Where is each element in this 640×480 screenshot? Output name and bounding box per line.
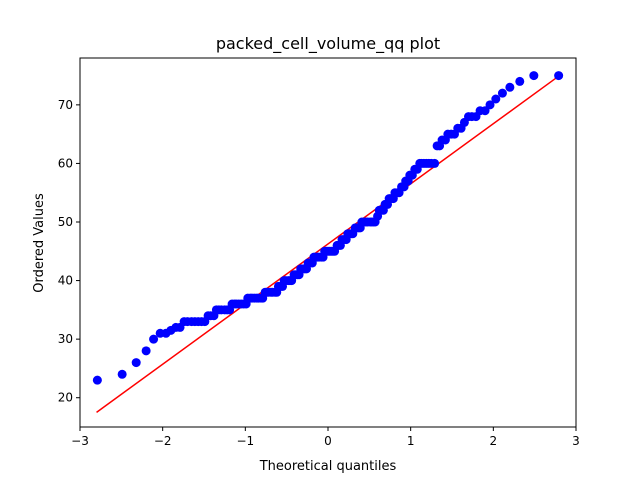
data-point: [497, 88, 507, 98]
data-point: [529, 71, 539, 81]
y-tick-label: 20: [58, 391, 73, 405]
data-point: [491, 94, 501, 104]
data-point: [149, 334, 159, 344]
data-point: [515, 76, 525, 86]
x-tick-label: −3: [71, 434, 89, 448]
data-points: [92, 71, 564, 385]
y-tick-label: 60: [58, 156, 73, 170]
data-point: [117, 369, 127, 379]
x-tick-label: 3: [572, 434, 580, 448]
x-tick-label: 1: [407, 434, 415, 448]
fit-line-layer: [96, 74, 560, 413]
x-axis-title: Theoretical quantiles: [259, 459, 397, 474]
data-point: [480, 106, 490, 116]
data-point: [485, 100, 495, 110]
y-tick-label: 70: [58, 98, 73, 112]
y-axis-ticks: 20 30 40 50 60 70: [58, 98, 80, 405]
data-point: [505, 82, 515, 92]
data-point: [141, 346, 151, 356]
x-tick-label: −1: [236, 434, 254, 448]
y-tick-label: 50: [58, 215, 73, 229]
x-tick-label: 2: [490, 434, 498, 448]
x-axis-ticks: −3 −2 −1 0 1 2 3: [71, 427, 580, 448]
y-tick-label: 40: [58, 274, 73, 288]
fit-line: [96, 74, 560, 413]
y-tick-label: 30: [58, 332, 73, 346]
y-axis-title: Ordered Values: [32, 193, 47, 293]
x-tick-label: 0: [324, 434, 332, 448]
data-point: [430, 158, 440, 168]
data-point: [92, 375, 102, 385]
data-point: [131, 358, 141, 368]
x-tick-label: −2: [154, 434, 172, 448]
data-point: [554, 71, 564, 81]
chart-title: packed_cell_volume_qq plot: [216, 34, 440, 54]
